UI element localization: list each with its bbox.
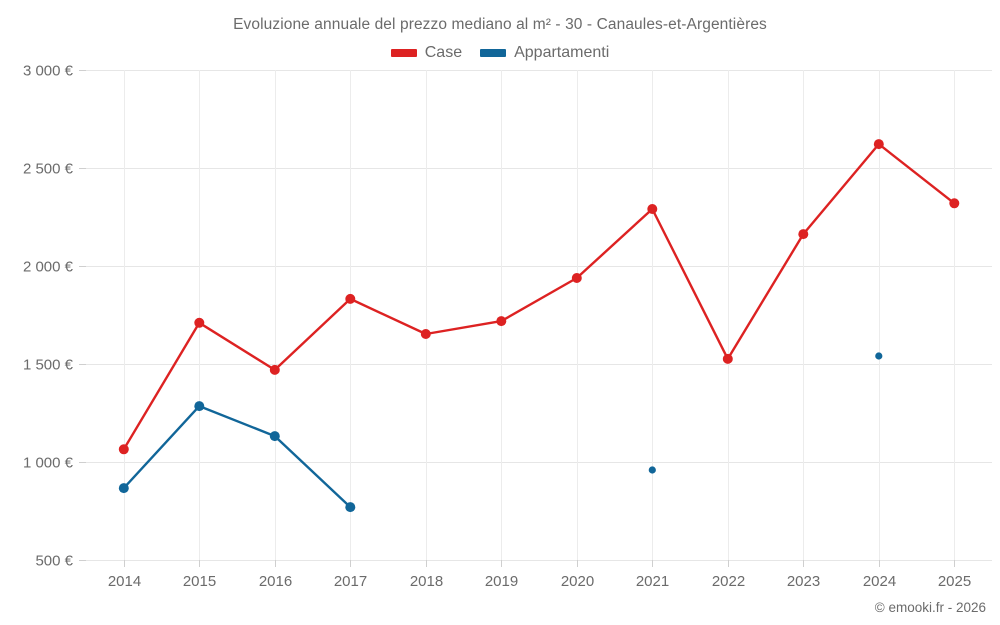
y-tick-label: 1 000 € [23, 455, 74, 472]
data-point[interactable]: Appartamenti 2017: 770 [345, 502, 356, 513]
x-tick-label: 2025 [938, 573, 971, 590]
x-axis-labels: 2014 2015 2016 2017 2018 2019 2020 2021 2022 2023… [108, 573, 971, 590]
x-tick-label: 2020 [561, 573, 594, 590]
legend-swatch-appartamenti [480, 49, 507, 57]
x-tick-label: 2016 [259, 573, 292, 590]
data-point[interactable]: Case 2020: 1939 [571, 273, 582, 283]
data-point[interactable]: Appartamenti 2014: 867 [118, 483, 129, 494]
chart-title: Evoluzione annuale del prezzo mediano al… [233, 16, 767, 33]
data-point[interactable]: Case 2019: 1719 [496, 316, 507, 327]
data-point[interactable]: Case 2016: 1470 [269, 364, 280, 375]
x-tick-label: 2015 [183, 573, 216, 590]
data-point[interactable]: Case 2024: 2622 [873, 139, 884, 150]
y-tick-label: 2 500 € [23, 161, 74, 178]
x-tick-label: 2022 [712, 573, 745, 590]
x-tick-label: 2018 [410, 573, 443, 590]
series-line-case [122, 142, 956, 451]
y-tick-label: 1 500 € [23, 357, 74, 374]
y-tick-label: 500 € [35, 553, 73, 570]
vertical-grid-lines [124, 70, 955, 560]
legend-swatch-case [390, 49, 417, 57]
data-point[interactable]: Case 2022: 1526 [722, 353, 733, 364]
copyright-footer: © emooki.fr - 2026 [874, 600, 986, 615]
data-point[interactable]: Case 2018: 1653 [420, 329, 431, 339]
y-tick-label: 2 000 € [23, 259, 74, 276]
legend-item-case[interactable]: Case [390, 44, 463, 62]
y-tick-label: 3 000 € [23, 63, 74, 80]
data-point[interactable]: Case 2023: 2163 [798, 229, 809, 240]
data-point[interactable]: Appartamenti 2016: 1132 [269, 431, 280, 442]
x-tick-label: 2017 [334, 573, 367, 590]
grid-lines [86, 70, 992, 561]
series-line-appartamenti [122, 404, 352, 509]
x-tick-label: 2023 [787, 573, 820, 590]
chart-legend: Case Appartamenti [0, 44, 1000, 62]
axis-tick-marks [79, 70, 955, 567]
data-point[interactable]: Case 2017: 1832 [345, 293, 356, 304]
x-tick-label: 2021 [636, 573, 669, 590]
data-point[interactable]: Case 2021: 2291 [647, 204, 658, 214]
data-point[interactable]: Case 2014: 1065 [118, 444, 129, 455]
x-tick-label: 2024 [863, 573, 896, 590]
legend-item-appartamenti[interactable]: Appartamenti [480, 44, 609, 62]
data-point[interactable]: Appartamenti 2015: 1285 [194, 401, 205, 412]
y-axis-labels: 500 € 1 000 € 1 500 € 2 000 € 2 500 € 3 000 € [23, 63, 74, 570]
data-point[interactable]: Appartamenti 2021: 959 [648, 466, 656, 474]
data-point[interactable]: Case 2015: 1710 [194, 317, 205, 328]
legend-label-case: Case [424, 44, 463, 61]
x-tick-label: 2019 [485, 573, 518, 590]
x-tick-label: 2014 [108, 573, 141, 590]
data-series-group: Case 2014: 1065 Case 2015: 1710 Case 2016:… [118, 139, 960, 513]
legend-label-appartamenti: Appartamenti [514, 44, 610, 61]
data-point[interactable]: Appartamenti 2024: 1541 [875, 352, 883, 360]
